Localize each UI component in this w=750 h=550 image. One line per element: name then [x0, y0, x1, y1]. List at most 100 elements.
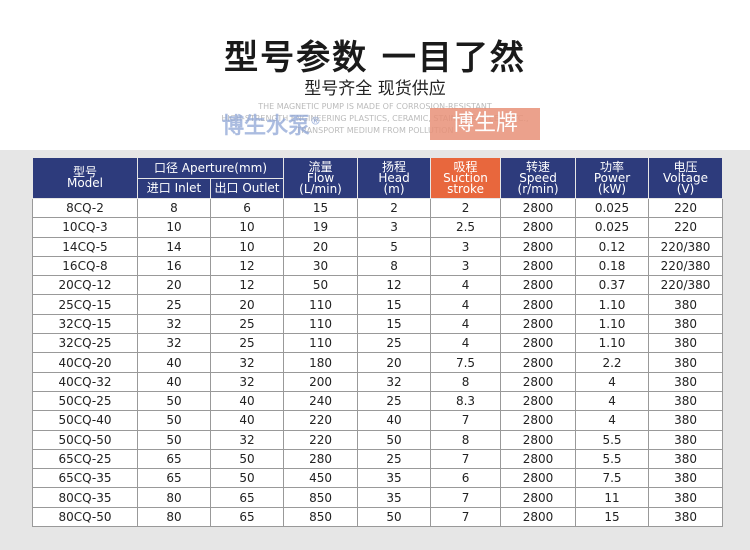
table-cell: 380 — [648, 371, 724, 392]
header-line: Model — [66, 176, 104, 190]
table-cell: 12 — [209, 275, 285, 296]
table-cell: 50CQ-25 — [32, 390, 138, 412]
table-cell: 25 — [137, 294, 211, 315]
header-line: 扬程 — [382, 159, 407, 174]
table-cell: 8CQ-2 — [32, 197, 138, 219]
table-cell: 2.5 — [430, 217, 502, 238]
table-cell: 2800 — [500, 352, 577, 373]
table-cell: 8 — [430, 429, 502, 450]
table-cell: 110 — [283, 313, 359, 335]
table-cell: 380 — [648, 448, 724, 470]
table-cell: 50 — [357, 506, 432, 528]
table-row: 16CQ-8 16 12 30 8 3 2800 0.18 220/380 — [32, 255, 724, 277]
table-cell: 200 — [283, 371, 359, 392]
table-cell: 65CQ-35 — [32, 468, 138, 489]
header-cell: 功率 Power (kW) — [575, 157, 650, 199]
table-cell: 80CQ-35 — [32, 487, 138, 508]
table-cell: 380 — [648, 352, 724, 373]
header-line: 转速 — [526, 159, 551, 174]
table-cell: 8 — [137, 197, 211, 219]
table-cell: 2 — [430, 197, 502, 219]
table-cell: 50 — [137, 429, 211, 450]
table-cell: 220/380 — [648, 275, 724, 296]
table-cell: 380 — [648, 333, 724, 354]
table-cell: 180 — [283, 352, 359, 373]
table-cell: 220/380 — [648, 236, 724, 257]
table-cell: 35 — [357, 468, 432, 489]
header-line: 吸程 — [453, 159, 478, 174]
table-cell: 380 — [648, 410, 724, 431]
table-cell: 280 — [283, 448, 359, 470]
table-cell: 6 — [209, 197, 285, 219]
table-cell: 40CQ-32 — [32, 371, 138, 392]
table-cell: 25 — [357, 333, 432, 354]
table-cell: 2800 — [500, 275, 577, 296]
header-line: stroke — [447, 181, 484, 196]
table-cell: 2800 — [500, 217, 577, 238]
table-cell: 20CQ-12 — [32, 275, 138, 296]
table-cell: 2 — [357, 197, 432, 219]
table-cell: 65CQ-25 — [32, 448, 138, 470]
table-row: 50CQ-40 50 40 220 40 7 2800 4 380 — [32, 410, 724, 431]
header-line: Voltage — [663, 170, 709, 185]
table-cell: 0.025 — [575, 217, 650, 238]
table-cell: 380 — [648, 429, 724, 450]
table-cell: 7 — [430, 506, 502, 528]
table-row: 14CQ-5 14 10 20 5 3 2800 0.12 220/380 — [32, 236, 724, 257]
table-cell: 7 — [430, 448, 502, 470]
header-cell: 型号 Model — [32, 157, 138, 199]
table-cell: 15 — [575, 506, 650, 528]
table-cell: 220 — [283, 429, 359, 450]
table-cell: 35 — [357, 487, 432, 508]
table-cell: 2800 — [500, 371, 577, 392]
table-row: 8CQ-2 8 6 15 2 2 2800 0.025 220 — [32, 197, 724, 219]
table-cell: 7 — [430, 487, 502, 508]
header-cell: 吸程 Suction stroke — [430, 157, 502, 199]
table-cell: 8 — [357, 255, 432, 277]
table-cell: 240 — [283, 390, 359, 412]
brand-name: 博生水泵 — [222, 114, 311, 139]
badge: 博生牌 — [430, 108, 540, 140]
header-line: (V) — [676, 181, 695, 196]
table-cell: 7.5 — [575, 468, 650, 489]
table-cell: 50CQ-50 — [32, 429, 138, 450]
table-cell: 50 — [137, 410, 211, 431]
table-cell: 20 — [209, 294, 285, 315]
table-cell: 2800 — [500, 313, 577, 335]
table-cell: 220 — [648, 217, 724, 238]
table-cell: 2800 — [500, 487, 577, 508]
table-cell: 25CQ-15 — [32, 294, 138, 315]
table-cell: 850 — [283, 506, 359, 528]
table-cell: 50 — [357, 429, 432, 450]
table-row: 50CQ-50 50 32 220 50 8 2800 5.5 380 — [32, 429, 724, 450]
table-cell: 40 — [209, 410, 285, 431]
table-row: 20CQ-12 20 12 50 12 4 2800 0.37 220/380 — [32, 275, 724, 296]
table-cell: 32 — [137, 313, 211, 335]
table-cell: 14 — [137, 236, 211, 257]
table-cell: 110 — [283, 333, 359, 354]
table-cell: 50 — [209, 448, 285, 470]
table-cell: 8 — [430, 371, 502, 392]
table-cell: 65 — [137, 448, 211, 470]
table-cell: 2800 — [500, 197, 577, 219]
table-cell: 50 — [137, 390, 211, 412]
table-cell: 2800 — [500, 390, 577, 412]
table-cell: 0.025 — [575, 197, 650, 219]
table-row: 80CQ-35 80 65 850 35 7 2800 11 380 — [32, 487, 724, 508]
spec-table: 型号 Model 口径 Aperture(mm) 流量 Flow (L/min) 扬程 Hea… — [32, 157, 724, 528]
table-cell: 50CQ-40 — [32, 410, 138, 431]
table-cell: 11 — [575, 487, 650, 508]
table-cell: 25 — [357, 448, 432, 470]
table-cell: 30 — [283, 255, 359, 277]
table-cell: 7 — [430, 410, 502, 431]
table-cell: 40 — [357, 410, 432, 431]
table-cell: 25 — [209, 333, 285, 354]
table-cell: 0.12 — [575, 236, 650, 257]
table-cell: 25 — [357, 390, 432, 412]
table-cell: 65 — [137, 468, 211, 489]
table-cell: 380 — [648, 506, 724, 528]
table-cell: 2800 — [500, 236, 577, 257]
table-cell: 380 — [648, 468, 724, 489]
table-cell: 32 — [209, 429, 285, 450]
